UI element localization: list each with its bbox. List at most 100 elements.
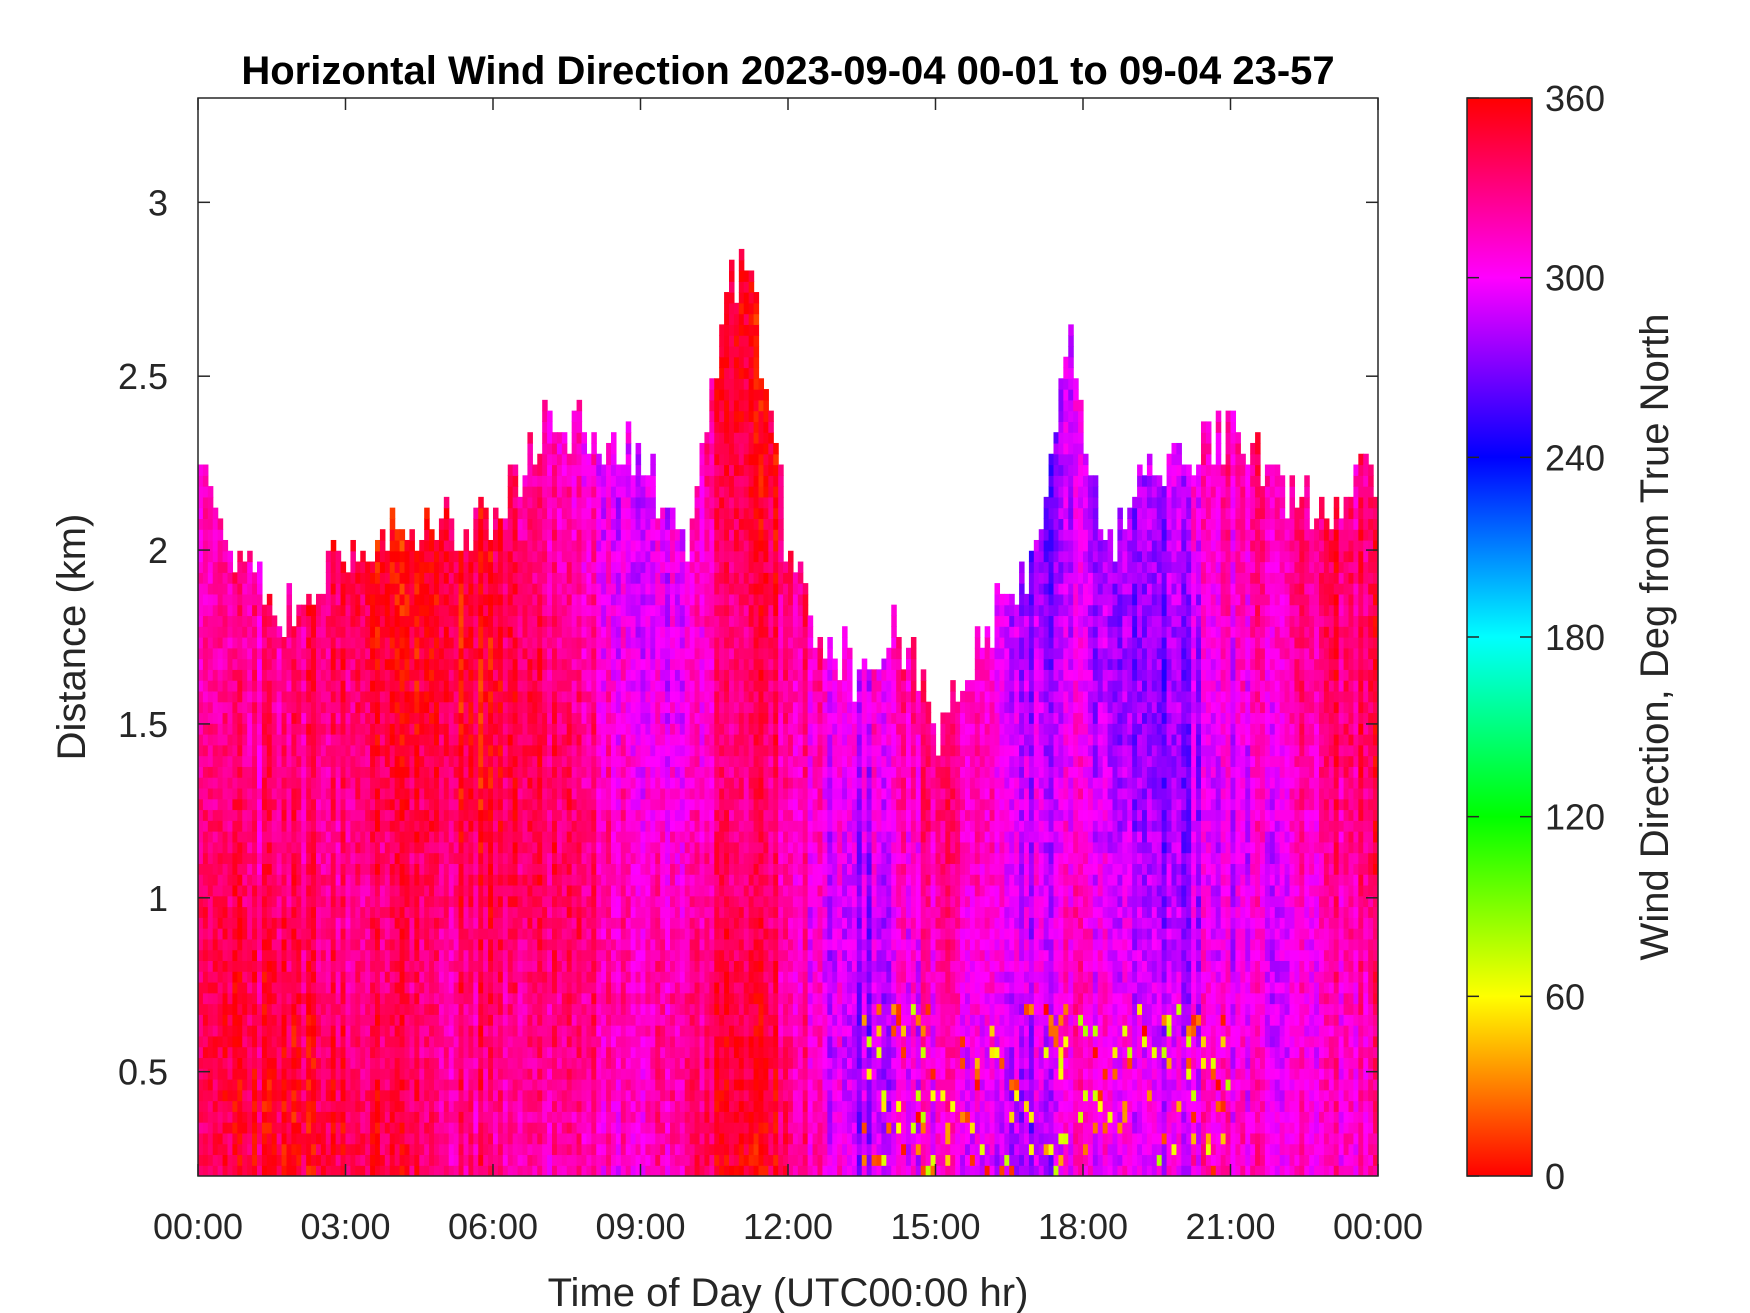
- heatmap-cell: [325, 626, 332, 638]
- heatmap-cell: [375, 637, 381, 649]
- heatmap-cell: [350, 1165, 356, 1176]
- heatmap-cell: [399, 1046, 406, 1059]
- heatmap-cell: [502, 690, 509, 703]
- heatmap-cell: [527, 938, 533, 951]
- heatmap-cell: [448, 960, 455, 972]
- heatmap-cell: [566, 647, 573, 660]
- heatmap-cell: [340, 1057, 347, 1069]
- heatmap-cell: [453, 1154, 460, 1166]
- heatmap-cell: [517, 701, 524, 714]
- heatmap-cell: [473, 1089, 479, 1102]
- heatmap-cell: [222, 647, 229, 660]
- heatmap-cell: [429, 626, 435, 638]
- heatmap-cell: [576, 647, 583, 660]
- heatmap-cell: [202, 496, 209, 509]
- heatmap-cell: [414, 895, 420, 908]
- heatmap-cell: [340, 604, 347, 617]
- heatmap-cell: [414, 938, 420, 951]
- heatmap-cell: [512, 518, 519, 530]
- heatmap-cell: [453, 1078, 460, 1091]
- heatmap-cell: [576, 637, 583, 649]
- heatmap-cell: [301, 1100, 307, 1112]
- heatmap-cell: [586, 734, 592, 746]
- heatmap-cell: [581, 507, 588, 520]
- heatmap-cell: [586, 938, 592, 951]
- heatmap-cell: [370, 626, 376, 638]
- heatmap-cell: [394, 637, 401, 649]
- heatmap-cell: [493, 863, 499, 875]
- heatmap-cell: [217, 658, 224, 670]
- heatmap-cell: [463, 658, 470, 670]
- heatmap-cell: [419, 1057, 425, 1069]
- heatmap-cell: [537, 637, 543, 649]
- heatmap-cell: [512, 604, 519, 617]
- heatmap-cell: [581, 841, 588, 854]
- heatmap-cell: [473, 755, 479, 767]
- heatmap-cell: [542, 949, 548, 961]
- heatmap-cell: [232, 852, 238, 864]
- heatmap-cell: [375, 831, 381, 843]
- heatmap-cell: [443, 852, 450, 864]
- heatmap-cell: [311, 723, 317, 735]
- heatmap-cell: [488, 820, 494, 832]
- heatmap-cell: [345, 626, 352, 638]
- heatmap-cell: [316, 593, 322, 606]
- heatmap-cell: [586, 1068, 592, 1080]
- heatmap-cell: [222, 1014, 229, 1026]
- heatmap-cell: [355, 1057, 361, 1069]
- heatmap-cell: [591, 550, 597, 563]
- heatmap-cell: [375, 593, 381, 606]
- heatmap-cell: [306, 906, 312, 918]
- heatmap-cell: [448, 1035, 455, 1048]
- heatmap-cell: [532, 895, 538, 908]
- heatmap-cell: [316, 874, 322, 886]
- heatmap-cell: [512, 1078, 519, 1091]
- heatmap-cell: [532, 777, 538, 789]
- heatmap-cell: [389, 1143, 396, 1156]
- heatmap-cell: [252, 938, 258, 951]
- heatmap-cell: [261, 992, 268, 1005]
- heatmap-cell: [311, 852, 317, 864]
- heatmap-cell: [399, 992, 406, 1005]
- heatmap-cell: [556, 1046, 563, 1059]
- heatmap-cell: [237, 604, 243, 617]
- heatmap-cell: [222, 637, 229, 649]
- heatmap-cell: [286, 960, 293, 972]
- heatmap-cell: [365, 604, 371, 617]
- heatmap-cell: [257, 798, 263, 811]
- heatmap-cell: [311, 637, 317, 649]
- heatmap-cell: [429, 744, 435, 757]
- heatmap-cell: [247, 809, 253, 821]
- heatmap-cell: [468, 1025, 474, 1037]
- heatmap-cell: [404, 1089, 411, 1102]
- heatmap-cell: [296, 755, 302, 767]
- heatmap-cell: [247, 928, 253, 940]
- heatmap-cell: [202, 831, 209, 843]
- heatmap-cell: [576, 971, 583, 983]
- heatmap-cell: [463, 938, 470, 951]
- heatmap-cell: [468, 852, 474, 864]
- heatmap-cell: [389, 561, 396, 573]
- heatmap-cell: [434, 1078, 440, 1091]
- heatmap-cell: [360, 1068, 366, 1080]
- heatmap-cell: [414, 615, 420, 627]
- heatmap-cell: [453, 1003, 460, 1015]
- heatmap-cell: [340, 906, 347, 918]
- heatmap-cell: [586, 615, 592, 627]
- heatmap-cell: [581, 852, 588, 864]
- heatmap-cell: [473, 895, 479, 908]
- heatmap-cell: [473, 669, 479, 681]
- heatmap-cell: [247, 1111, 253, 1123]
- heatmap-cell: [394, 1035, 401, 1048]
- heatmap-cell: [443, 992, 450, 1005]
- heatmap-cell: [370, 766, 376, 778]
- heatmap-cell: [325, 917, 332, 929]
- heatmap-cell: [345, 1132, 352, 1145]
- heatmap-cell: [286, 938, 293, 951]
- heatmap-cell: [571, 421, 578, 433]
- heatmap-cell: [276, 938, 283, 951]
- heatmap-cell: [311, 1035, 317, 1048]
- heatmap-cell: [335, 723, 342, 735]
- heatmap-cell: [394, 831, 401, 843]
- heatmap-cell: [320, 895, 327, 908]
